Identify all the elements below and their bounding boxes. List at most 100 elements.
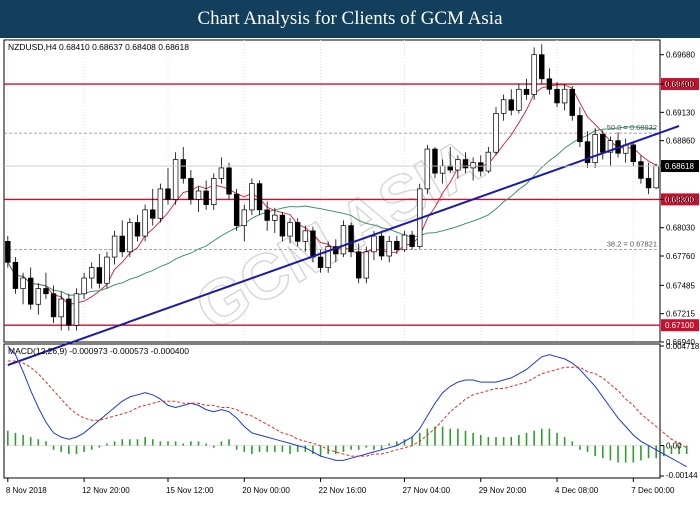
candle-body — [401, 234, 408, 251]
candle-body — [104, 256, 110, 284]
candle — [104, 251, 110, 289]
candle — [272, 207, 278, 233]
candle-body — [35, 288, 42, 305]
candle — [325, 241, 331, 273]
macd-main-line — [7, 345, 687, 468]
candle — [127, 218, 133, 258]
candle — [134, 215, 141, 242]
candle-body — [203, 190, 209, 205]
level-label: 0.69400 — [665, 80, 694, 89]
candle-body — [546, 78, 553, 90]
banner-title: Chart Analysis for Clients of GCM Asia — [197, 8, 503, 29]
candle — [287, 218, 293, 244]
candle-body — [561, 88, 568, 104]
candle-body — [218, 167, 225, 179]
candle-body — [554, 88, 560, 104]
candle — [66, 293, 72, 331]
candle — [35, 283, 42, 315]
candle — [630, 141, 637, 166]
macd-signal-line — [7, 360, 687, 457]
candle-body — [302, 230, 309, 242]
candle — [241, 204, 247, 242]
candle — [500, 94, 507, 121]
chart-header: NZDUSD,H4 0.68410 0.68637 0.68408 0.6861… — [8, 42, 189, 52]
candle — [386, 236, 392, 263]
price-tick-label: 0.69400 — [666, 80, 695, 89]
candle — [584, 131, 591, 168]
level-label: 0.67100 — [665, 321, 694, 330]
time-tick-label: 7 Dec 00:00 — [631, 486, 675, 495]
candle-body — [66, 298, 72, 326]
candle — [96, 253, 103, 289]
candle-body — [325, 246, 331, 268]
candle — [401, 230, 408, 252]
current-price-marker — [661, 160, 699, 173]
chart-area: GCM ASIA 0.69400 0.68300 0.67100 50.0 = 0.… — [0, 38, 700, 500]
candle-body — [165, 188, 171, 200]
candle-body — [317, 256, 324, 268]
macd-tick-label: 0.004718 — [666, 342, 700, 351]
candle — [81, 272, 87, 300]
candle-body — [256, 183, 263, 211]
candle-body — [386, 240, 392, 257]
candle-body — [27, 277, 34, 305]
candle — [554, 81, 560, 108]
candle — [462, 152, 469, 174]
candle — [203, 180, 209, 210]
candle-body — [523, 88, 530, 95]
candle — [165, 167, 171, 205]
candle-body — [264, 209, 270, 221]
candle-body — [462, 159, 469, 169]
candle-body — [119, 235, 125, 253]
candle-body — [272, 214, 278, 221]
candle-body — [134, 222, 141, 237]
candle-body — [363, 251, 370, 279]
candle — [256, 180, 263, 216]
time-axis: 8 Nov 2018 12 Nov 20:00 15 Nov 12:00 20 Nov… — [6, 478, 675, 495]
price-tick-label: 0.69680 — [666, 51, 695, 60]
time-tick-label: 27 Nov 04:00 — [402, 486, 450, 495]
candle-body — [96, 267, 103, 284]
candle-body — [592, 134, 598, 164]
candle-body — [531, 54, 537, 95]
candle-body — [653, 165, 659, 189]
candle-body — [439, 165, 446, 174]
candle — [111, 230, 118, 265]
candle — [348, 222, 354, 258]
price-tick-label: 0.69130 — [666, 108, 695, 117]
candle-body — [211, 178, 217, 205]
candle-body — [20, 277, 26, 289]
candle — [333, 239, 339, 263]
candle — [508, 89, 514, 116]
candle-body — [645, 178, 652, 189]
candle — [531, 47, 537, 100]
time-tick-label: 8 Nov 2018 — [6, 486, 47, 495]
candle-body — [287, 222, 293, 237]
time-tick-label: 29 Nov 20:00 — [479, 486, 527, 495]
candle-body — [470, 162, 476, 169]
candle-body — [394, 240, 400, 251]
level-marker — [661, 78, 699, 91]
candle-body — [447, 165, 453, 171]
candle-body — [58, 298, 64, 318]
candle-body — [12, 261, 19, 289]
candle-body — [493, 113, 499, 153]
macd-label: MACD(12,26,9) -0.000973 -0.000573 -0.000… — [8, 346, 189, 356]
level-label: 0.68300 — [665, 195, 694, 204]
macd-indicator: 0.004718 0.00 -0.00144 — [4, 342, 700, 480]
candle-body — [409, 234, 415, 247]
candle — [417, 183, 423, 249]
candle-body — [500, 99, 507, 114]
fibonacci-levels: 50.0 = 0.68932 38.2 = 0.67821 — [4, 123, 660, 251]
candle-body — [516, 88, 522, 111]
candle-body — [195, 190, 202, 200]
time-tick-label: 4 Dec 08:00 — [555, 486, 599, 495]
price-axis: 0.69680 0.69400 0.69130 0.68860 0.68618 0.683… — [4, 51, 699, 347]
candle — [645, 162, 652, 195]
candle — [12, 257, 19, 294]
candle-body — [142, 209, 148, 237]
time-tick-label: 12 Nov 20:00 — [82, 486, 130, 495]
candle — [150, 188, 156, 226]
price-tick-label: 0.68030 — [666, 224, 695, 233]
candle — [249, 178, 255, 216]
